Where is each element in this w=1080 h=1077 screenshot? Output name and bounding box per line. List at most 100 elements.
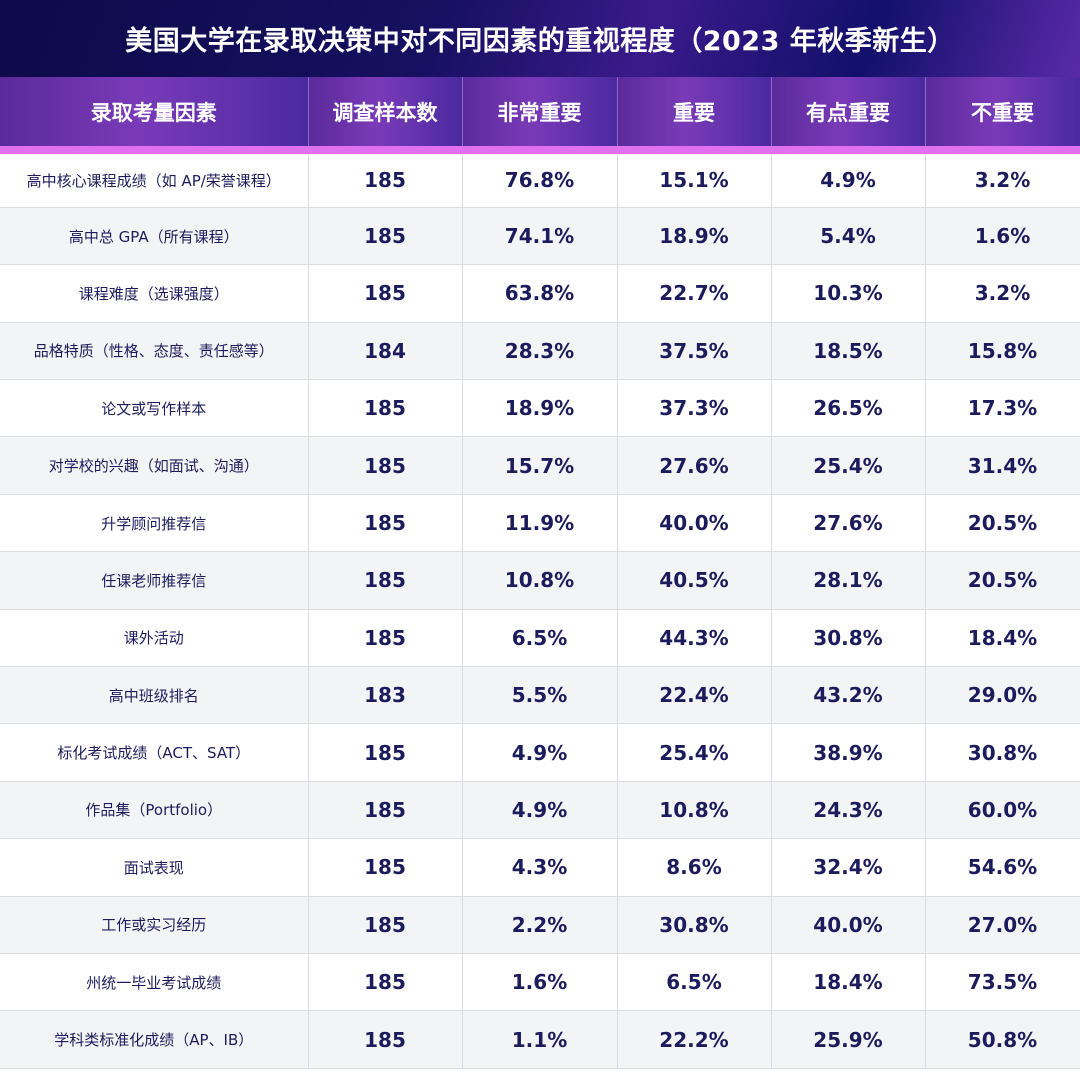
table-row: 作品集（Portfolio） 185 4.9% 10.8% 24.3% 60.0% — [0, 781, 1080, 840]
cell-important: 37.5% — [617, 322, 772, 381]
table-row: 论文或写作样本 185 18.9% 37.3% 26.5% 17.3% — [0, 379, 1080, 438]
cell-very-important: 4.9% — [462, 781, 618, 840]
cell-factor: 对学校的兴趣（如面试、沟通） — [0, 436, 309, 495]
cell-sample-count: 185 — [308, 609, 463, 668]
cell-somewhat-important: 25.9% — [771, 1010, 926, 1069]
cell-sample-count: 185 — [308, 264, 463, 323]
cell-sample-count: 185 — [308, 723, 463, 782]
cell-somewhat-important: 28.1% — [771, 551, 926, 610]
cell-sample-count: 185 — [308, 551, 463, 610]
cell-very-important: 76.8% — [462, 150, 618, 208]
cell-not-important: 73.5% — [925, 953, 1080, 1012]
cell-not-important: 27.0% — [925, 896, 1080, 954]
cell-very-important: 11.9% — [462, 494, 618, 553]
cell-not-important: 30.8% — [925, 723, 1080, 782]
cell-very-important: 18.9% — [462, 379, 618, 438]
cell-somewhat-important: 24.3% — [771, 781, 926, 840]
cell-very-important: 15.7% — [462, 436, 618, 495]
cell-not-important: 15.8% — [925, 322, 1080, 381]
cell-sample-count: 184 — [308, 322, 463, 381]
cell-important: 30.8% — [617, 896, 772, 954]
cell-factor: 论文或写作样本 — [0, 379, 309, 438]
cell-not-important: 1.6% — [925, 207, 1080, 266]
table-row: 学科类标准化成绩（AP、IB） 185 1.1% 22.2% 25.9% 50.8% — [0, 1010, 1080, 1069]
cell-factor: 品格特质（性格、态度、责任感等） — [0, 322, 309, 381]
cell-very-important: 5.5% — [462, 666, 618, 725]
page-title: 美国大学在录取决策中对不同因素的重视程度（2023 年秋季新生） — [0, 0, 1080, 77]
cell-very-important: 2.2% — [462, 896, 618, 954]
header-factor: 录取考量因素 — [0, 77, 309, 154]
table-row: 面试表现 185 4.3% 8.6% 32.4% 54.6% — [0, 838, 1080, 897]
cell-important: 40.5% — [617, 551, 772, 610]
cell-very-important: 28.3% — [462, 322, 618, 381]
cell-somewhat-important: 38.9% — [771, 723, 926, 782]
header-somewhat-important: 有点重要 — [771, 77, 926, 154]
cell-factor: 面试表现 — [0, 838, 309, 897]
cell-very-important: 1.6% — [462, 953, 618, 1012]
cell-important: 8.6% — [617, 838, 772, 897]
cell-sample-count: 183 — [308, 666, 463, 725]
table-row: 课程难度（选课强度） 185 63.8% 22.7% 10.3% 3.2% — [0, 264, 1080, 323]
table-row: 高中总 GPA（所有课程） 185 74.1% 18.9% 5.4% 1.6% — [0, 207, 1080, 266]
cell-factor: 工作或实习经历 — [0, 896, 309, 954]
cell-not-important: 17.3% — [925, 379, 1080, 438]
cell-factor: 高中班级排名 — [0, 666, 309, 725]
cell-important: 10.8% — [617, 781, 772, 840]
cell-important: 22.4% — [617, 666, 772, 725]
cell-not-important: 3.2% — [925, 150, 1080, 208]
cell-somewhat-important: 26.5% — [771, 379, 926, 438]
cell-important: 44.3% — [617, 609, 772, 668]
cell-factor: 升学顾问推荐信 — [0, 494, 309, 553]
table-row: 高中核心课程成绩（如 AP/荣誉课程） 185 76.8% 15.1% 4.9% 3.2% — [0, 150, 1080, 208]
cell-not-important: 20.5% — [925, 551, 1080, 610]
cell-somewhat-important: 32.4% — [771, 838, 926, 897]
cell-important: 25.4% — [617, 723, 772, 782]
cell-somewhat-important: 10.3% — [771, 264, 926, 323]
cell-very-important: 6.5% — [462, 609, 618, 668]
cell-not-important: 20.5% — [925, 494, 1080, 553]
cell-somewhat-important: 30.8% — [771, 609, 926, 668]
cell-somewhat-important: 27.6% — [771, 494, 926, 553]
cell-not-important: 18.4% — [925, 609, 1080, 668]
cell-not-important: 31.4% — [925, 436, 1080, 495]
table-row: 任课老师推荐信 185 10.8% 40.5% 28.1% 20.5% — [0, 551, 1080, 610]
cell-somewhat-important: 18.5% — [771, 322, 926, 381]
cell-factor: 课外活动 — [0, 609, 309, 668]
cell-important: 27.6% — [617, 436, 772, 495]
cell-very-important: 10.8% — [462, 551, 618, 610]
table-row: 高中班级排名 183 5.5% 22.4% 43.2% 29.0% — [0, 666, 1080, 725]
table-row: 课外活动 185 6.5% 44.3% 30.8% 18.4% — [0, 609, 1080, 668]
cell-factor: 高中核心课程成绩（如 AP/荣誉课程） — [0, 150, 309, 208]
cell-important: 6.5% — [617, 953, 772, 1012]
header-important: 重要 — [617, 77, 772, 154]
header-not-important: 不重要 — [925, 77, 1080, 154]
header-sample: 调查样本数 — [308, 77, 463, 154]
table-row: 工作或实习经历 185 2.2% 30.8% 40.0% 27.0% — [0, 896, 1080, 954]
cell-very-important: 4.9% — [462, 723, 618, 782]
cell-sample-count: 185 — [308, 953, 463, 1012]
cell-very-important: 1.1% — [462, 1010, 618, 1069]
cell-very-important: 4.3% — [462, 838, 618, 897]
cell-not-important: 54.6% — [925, 838, 1080, 897]
header-row: 录取考量因素 调查样本数 非常重要 重要 有点重要 不重要 — [0, 77, 1080, 154]
data-table: 录取考量因素 调查样本数 非常重要 重要 有点重要 不重要 高中核心课程成绩（如… — [0, 77, 1080, 1069]
header-very-important: 非常重要 — [462, 77, 618, 154]
cell-factor: 课程难度（选课强度） — [0, 264, 309, 323]
cell-sample-count: 185 — [308, 436, 463, 495]
table-row: 品格特质（性格、态度、责任感等） 184 28.3% 37.5% 18.5% 15.8% — [0, 322, 1080, 381]
table-row: 升学顾问推荐信 185 11.9% 40.0% 27.6% 20.5% — [0, 494, 1080, 553]
cell-factor: 高中总 GPA（所有课程） — [0, 207, 309, 266]
cell-factor: 任课老师推荐信 — [0, 551, 309, 610]
cell-not-important: 50.8% — [925, 1010, 1080, 1069]
cell-very-important: 74.1% — [462, 207, 618, 266]
table-row: 州统一毕业考试成绩 185 1.6% 6.5% 18.4% 73.5% — [0, 953, 1080, 1012]
cell-sample-count: 185 — [308, 781, 463, 840]
cell-very-important: 63.8% — [462, 264, 618, 323]
cell-not-important: 3.2% — [925, 264, 1080, 323]
cell-factor: 作品集（Portfolio） — [0, 781, 309, 840]
table-row: 标化考试成绩（ACT、SAT） 185 4.9% 25.4% 38.9% 30.8% — [0, 723, 1080, 782]
cell-not-important: 60.0% — [925, 781, 1080, 840]
cell-sample-count: 185 — [308, 379, 463, 438]
cell-factor: 州统一毕业考试成绩 — [0, 953, 309, 1012]
cell-sample-count: 185 — [308, 150, 463, 208]
